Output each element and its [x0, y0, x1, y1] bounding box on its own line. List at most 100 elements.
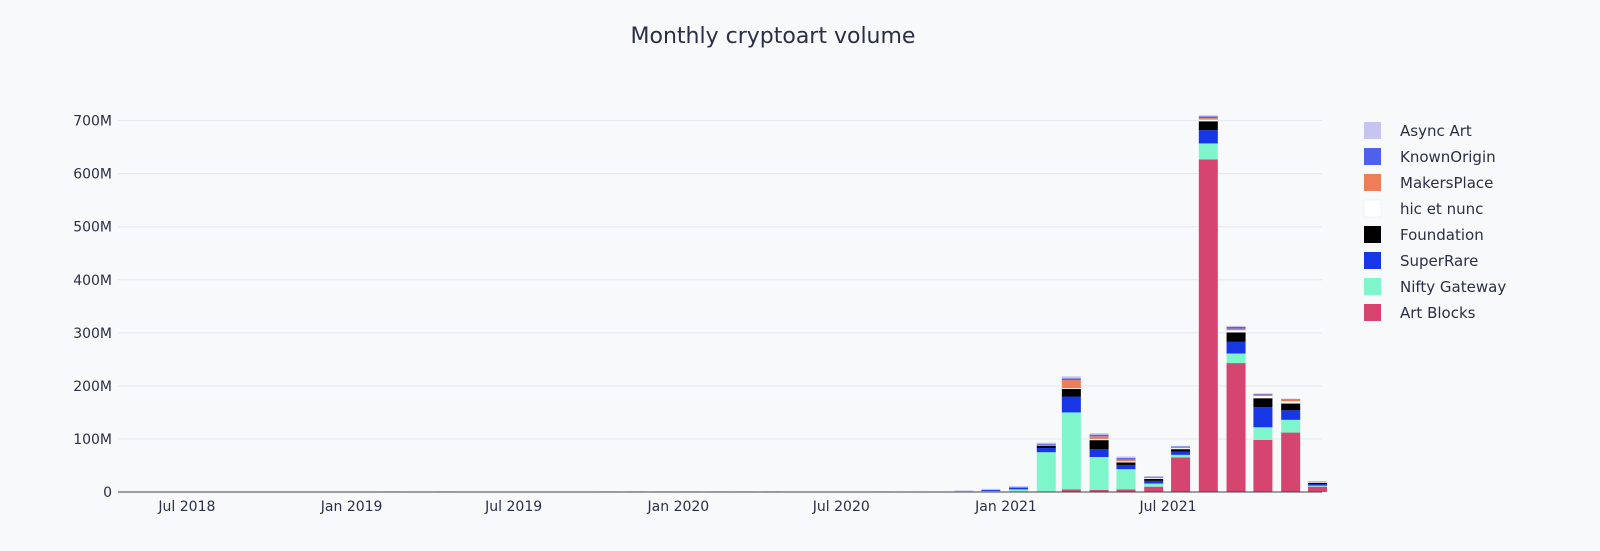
bar-segment	[1281, 403, 1301, 411]
bar-segment	[1253, 395, 1273, 399]
bar-segment	[1144, 476, 1164, 477]
bar-segment	[1198, 116, 1218, 118]
bar-segment	[1116, 456, 1136, 459]
bar-segment	[1308, 484, 1328, 486]
bar-segment	[1036, 452, 1056, 492]
bar-segment	[1308, 481, 1328, 483]
bar-segment	[1281, 399, 1301, 400]
bar-segment	[1116, 464, 1136, 470]
bar-segment	[981, 490, 1001, 492]
bar-segment	[1253, 394, 1273, 396]
bar-segment	[1170, 447, 1191, 450]
legend-swatch	[1364, 122, 1381, 139]
bar-segment	[1253, 427, 1273, 440]
bar-segment	[1281, 432, 1301, 492]
bar-segment	[1061, 412, 1081, 490]
bar-segment	[1171, 446, 1191, 448]
bar-segment	[1061, 396, 1081, 413]
y-tick-label: 500M	[73, 220, 112, 236]
bar-segment	[1281, 410, 1301, 420]
legend-swatch	[1364, 226, 1381, 243]
legend-swatch	[1363, 199, 1382, 218]
axes: 0 100M 200M 300M 400M 500M 600M 700M Jul 2018 Jan…	[73, 114, 1322, 515]
bar-segment	[1144, 478, 1164, 481]
legend-swatch	[1364, 174, 1381, 191]
bar-segment	[1036, 444, 1056, 446]
bar-segment	[1226, 329, 1246, 333]
legend-label: Nifty Gateway	[1400, 278, 1506, 296]
bar-segment	[1144, 480, 1164, 484]
bar-segment	[1144, 483, 1164, 487]
bar-segment	[1198, 115, 1218, 117]
bar-segment	[1226, 328, 1246, 331]
bar-segment	[1253, 393, 1273, 395]
legend-label: Art Blocks	[1400, 304, 1476, 322]
bar-segment	[1061, 387, 1082, 390]
legend-swatch	[1364, 148, 1381, 165]
bar-segment	[1226, 325, 1246, 327]
bar-segment	[1089, 434, 1109, 437]
x-tick-label: Jan 2019	[320, 499, 383, 515]
bar-segment	[1009, 487, 1029, 490]
bar-segment	[1089, 489, 1109, 492]
y-tick-label: 100M	[73, 432, 112, 448]
bar-segment	[1308, 486, 1328, 492]
bar-segment	[1089, 436, 1109, 439]
bar-segment	[1308, 482, 1328, 485]
bar-segment	[1061, 388, 1081, 397]
bar-segment	[1036, 445, 1056, 448]
bar-segment	[1036, 447, 1056, 453]
bar-segment	[1308, 485, 1328, 487]
legend-label: KnownOrigin	[1400, 148, 1496, 166]
bar-segment	[1171, 446, 1191, 448]
bar-segment	[1253, 440, 1273, 492]
bar-segment	[1089, 456, 1109, 490]
bar-segment	[1253, 393, 1273, 395]
bar-segment	[1281, 398, 1301, 400]
bar-segment	[1171, 451, 1191, 455]
bar-segment	[1226, 327, 1246, 329]
bar-segment	[1144, 477, 1164, 478]
bar-segment	[1036, 443, 1056, 445]
y-tick-label: 600M	[73, 167, 112, 183]
x-tick-label: Jul 2019	[484, 499, 542, 515]
bar-segment	[1226, 332, 1246, 342]
bar-segment	[954, 490, 974, 492]
bar-segment	[1116, 460, 1136, 463]
legend-label: SuperRare	[1400, 252, 1478, 270]
bar-segment	[1009, 487, 1029, 489]
bar-segment	[1226, 353, 1246, 364]
bar-segment	[1281, 399, 1301, 402]
bar-segment	[1036, 442, 1056, 444]
bar-segment	[1198, 121, 1218, 131]
legend-swatch	[1364, 252, 1381, 269]
bar-segment	[1171, 454, 1191, 458]
bar-segment	[1009, 489, 1029, 492]
bar-segment	[1009, 486, 1029, 488]
bar-segment	[1253, 398, 1273, 408]
bar-segment	[1281, 419, 1301, 433]
x-tick-label: Jan 2021	[974, 499, 1037, 515]
bar-segment	[981, 488, 1001, 490]
legend-label: MakersPlace	[1400, 174, 1493, 192]
x-tick-label: Jul 2018	[157, 499, 215, 515]
bar-segment	[1171, 445, 1191, 447]
bar-segment	[1116, 469, 1136, 490]
bar-segment	[1198, 119, 1219, 122]
bar-segment	[1061, 380, 1081, 389]
bars	[382, 115, 1328, 493]
bar-segment	[1144, 476, 1164, 478]
bar-segment	[1198, 143, 1218, 160]
bar-segment	[1061, 376, 1081, 379]
bar-segment	[1198, 130, 1218, 144]
bar-segment	[1226, 341, 1246, 354]
gridlines	[118, 120, 1322, 440]
bar-segment	[1116, 489, 1136, 492]
bar-segment	[1253, 407, 1273, 428]
legend-swatch	[1364, 278, 1381, 295]
x-tick-label: Jul 2020	[812, 499, 870, 515]
legend-label: Async Art	[1400, 122, 1472, 140]
bar-segment	[1116, 462, 1136, 465]
